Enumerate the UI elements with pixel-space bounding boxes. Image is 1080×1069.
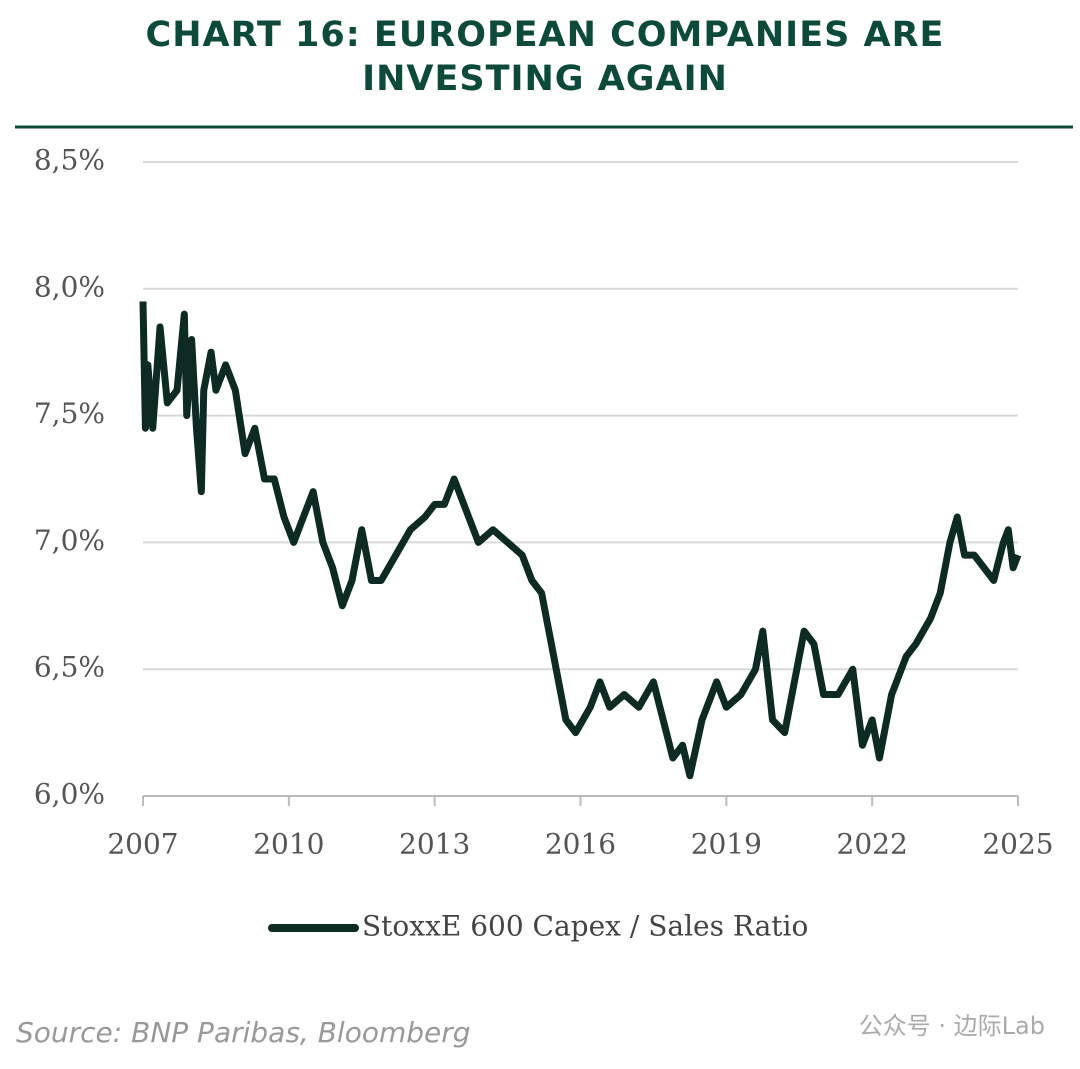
y-tick-label: 7,0% <box>34 524 105 557</box>
legend-label: StoxxE 600 Capex / Sales Ratio <box>362 910 808 943</box>
x-tick-label: 2019 <box>691 828 762 861</box>
x-tick-label: 2016 <box>545 828 616 861</box>
watermark: 公众号 · 边际Lab <box>859 1012 1045 1040</box>
y-tick-label: 6,0% <box>34 778 105 811</box>
source: Source: BNP Paribas, Bloomberg <box>16 1016 471 1049</box>
x-tick-label: 2013 <box>399 828 470 861</box>
x-tick-label: 2010 <box>253 828 324 861</box>
x-tick-label: 2025 <box>982 828 1053 861</box>
line <box>139 301 1022 780</box>
chart-title: CHART 16: EUROPEAN COMPANIES ARE <box>146 15 945 55</box>
x-tick-label: 2007 <box>107 828 178 861</box>
y-tick-label: 7,5% <box>34 397 105 430</box>
chart-title: INVESTING AGAIN <box>362 59 728 99</box>
y-tick-label: 8,0% <box>34 270 105 303</box>
y-tick-label: 8,5% <box>34 144 105 177</box>
y-tick-label: 6,5% <box>34 651 105 684</box>
x-tick-label: 2022 <box>837 828 908 861</box>
